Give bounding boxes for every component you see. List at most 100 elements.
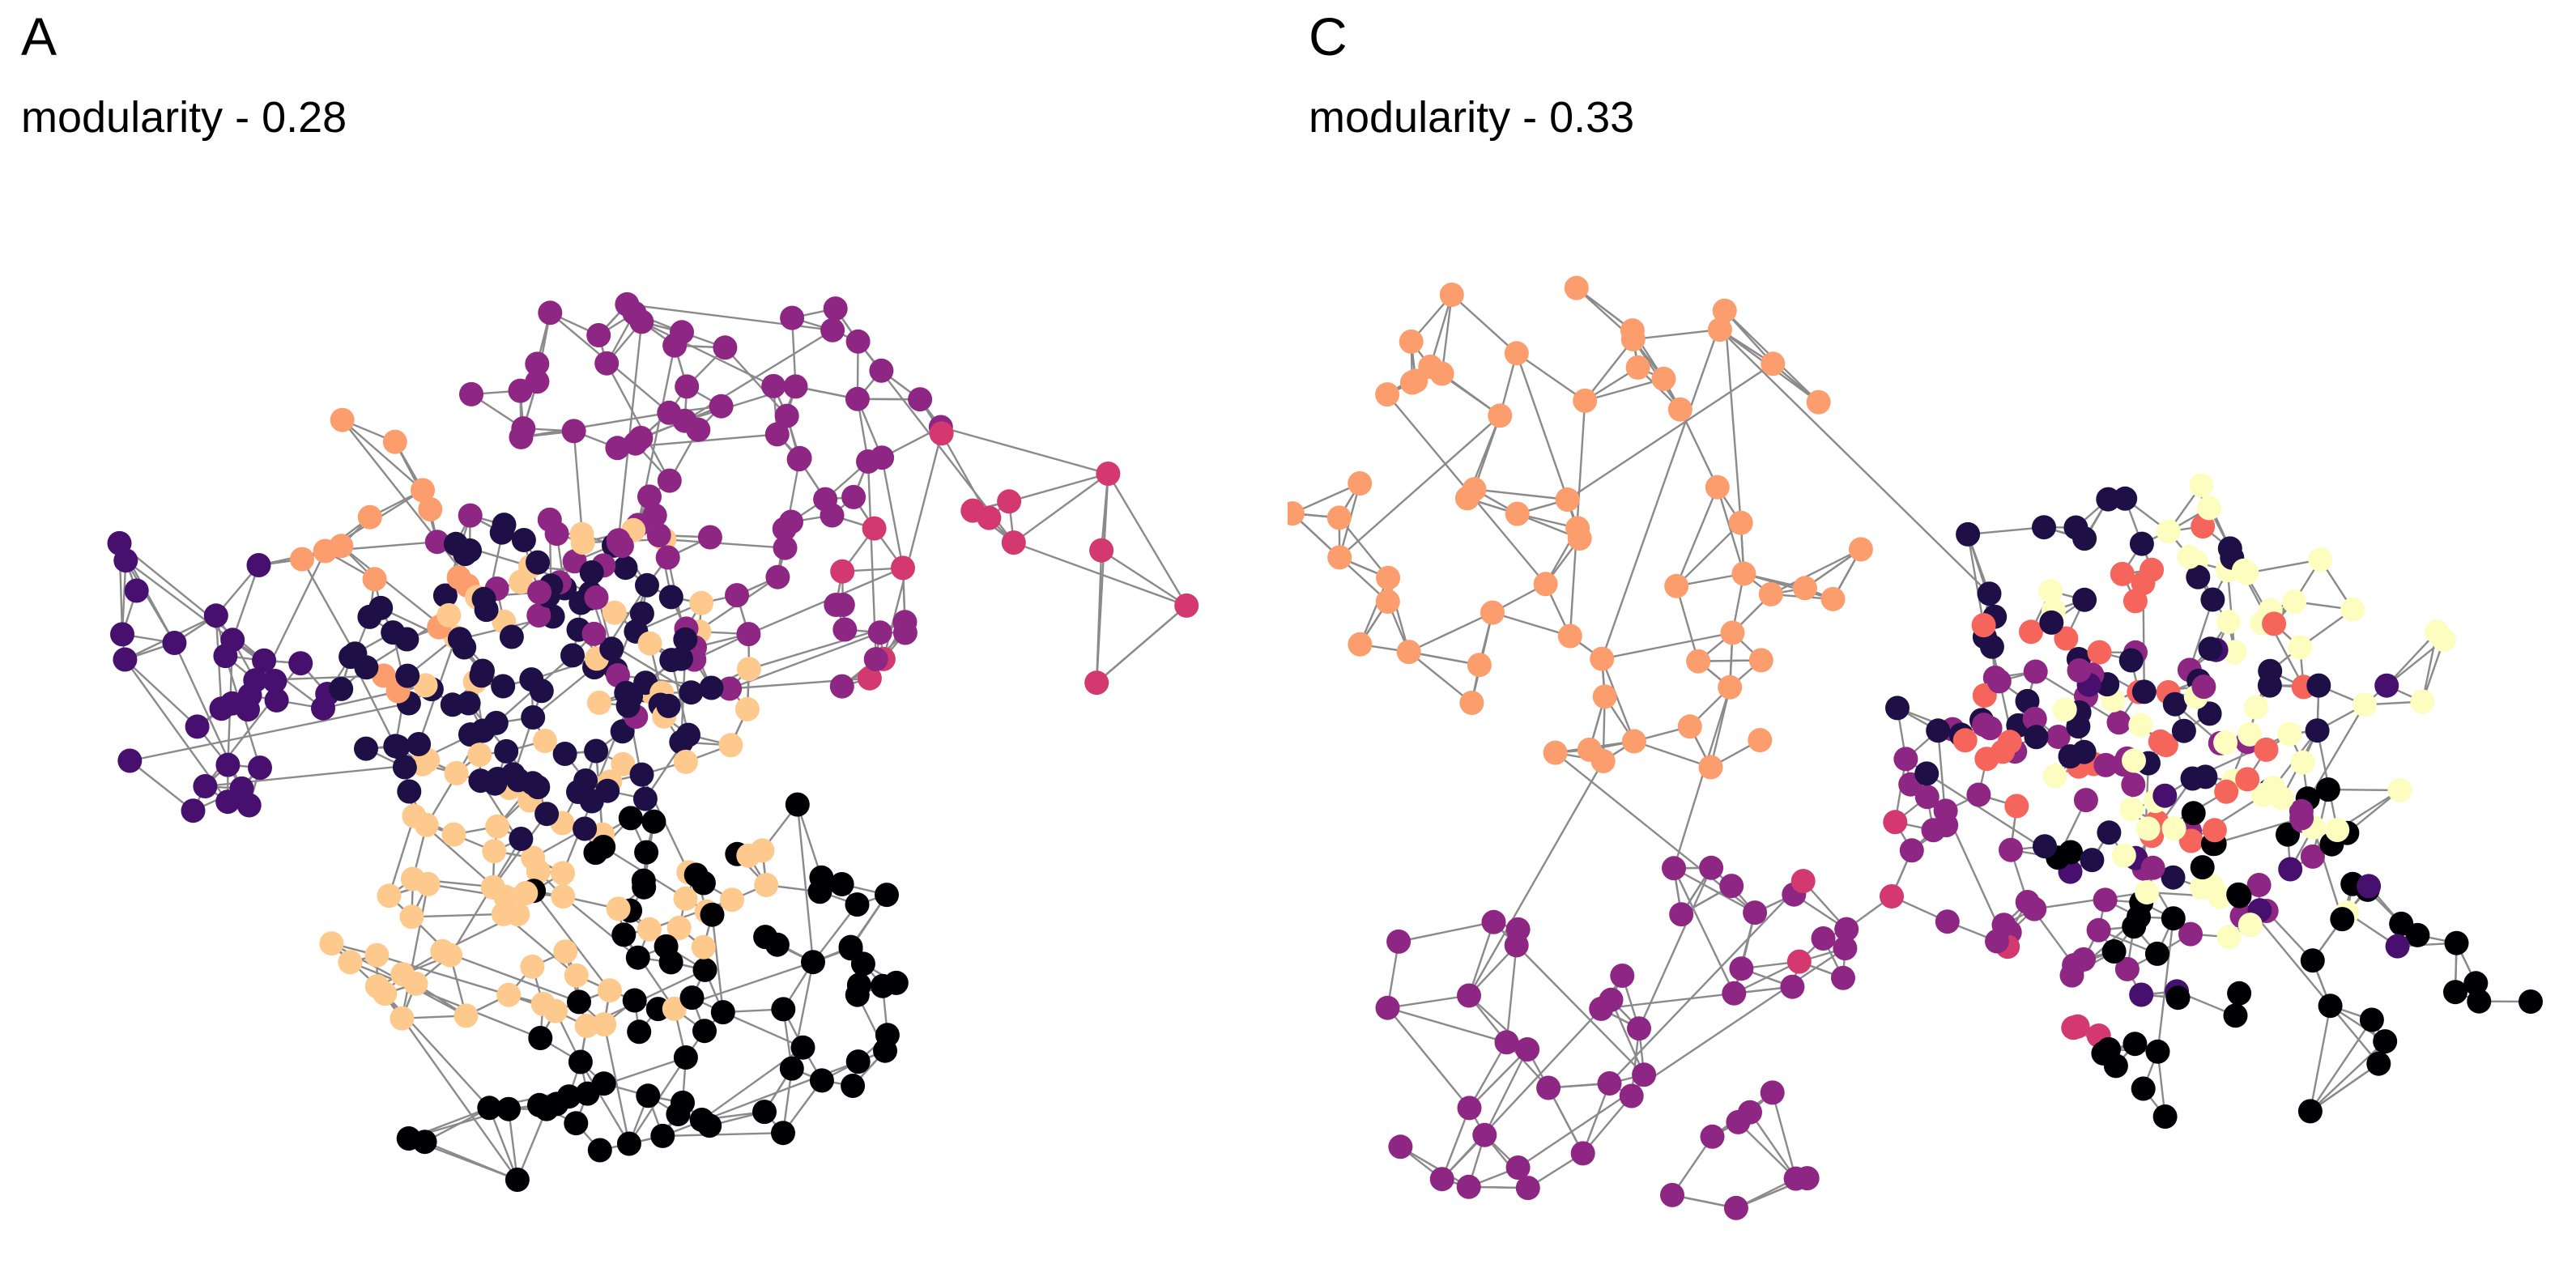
node xyxy=(1956,521,1981,547)
edge xyxy=(711,914,724,1013)
node xyxy=(458,503,483,528)
edge xyxy=(377,954,509,996)
node xyxy=(2072,587,2097,612)
node xyxy=(2359,1007,2384,1032)
node xyxy=(2065,1014,2090,1039)
node xyxy=(2318,994,2343,1019)
edge xyxy=(1601,658,1636,742)
node xyxy=(491,674,516,699)
node xyxy=(2135,816,2161,841)
node xyxy=(1573,388,1598,413)
node xyxy=(676,722,700,747)
node xyxy=(809,1068,834,1093)
node xyxy=(2352,692,2377,717)
node xyxy=(2019,619,2043,645)
node xyxy=(1660,1182,1684,1207)
node xyxy=(2033,834,2057,859)
node xyxy=(2153,733,2178,758)
node xyxy=(1096,462,1121,486)
node xyxy=(637,917,662,942)
node xyxy=(453,1003,479,1028)
node xyxy=(615,693,641,718)
node xyxy=(720,887,744,913)
edge xyxy=(388,815,415,896)
node xyxy=(1738,1100,1762,1125)
node xyxy=(1396,640,1421,665)
node xyxy=(611,751,636,777)
node xyxy=(771,1121,795,1146)
node xyxy=(1348,471,1373,496)
node xyxy=(444,760,469,785)
node xyxy=(1677,714,1702,739)
node xyxy=(891,555,915,581)
node xyxy=(1610,964,1635,988)
node xyxy=(1375,382,1400,407)
node xyxy=(1979,634,2004,659)
node xyxy=(1462,477,1487,502)
node xyxy=(642,503,667,528)
node xyxy=(713,335,738,360)
node xyxy=(845,386,870,411)
node xyxy=(616,1131,641,1156)
node xyxy=(411,478,435,503)
node xyxy=(2315,777,2340,802)
edge xyxy=(1441,294,1453,374)
edge xyxy=(488,1107,519,1181)
node xyxy=(483,771,508,796)
node xyxy=(1472,1122,1497,1147)
node xyxy=(673,1045,698,1070)
node xyxy=(483,710,509,735)
node xyxy=(2238,721,2263,747)
node xyxy=(845,982,870,1007)
node xyxy=(1795,1166,1820,1191)
node xyxy=(2022,896,2047,921)
node xyxy=(2246,873,2272,897)
node xyxy=(622,988,647,1013)
node xyxy=(403,971,428,996)
node xyxy=(248,755,272,781)
node xyxy=(599,636,624,662)
edge xyxy=(1675,487,1718,587)
node xyxy=(592,1012,617,1037)
node xyxy=(1557,623,1582,649)
node xyxy=(1831,965,1855,990)
node xyxy=(574,1014,599,1038)
edge xyxy=(300,559,356,654)
node xyxy=(243,668,268,693)
node xyxy=(764,932,790,957)
edge xyxy=(1450,294,1518,355)
node xyxy=(1880,884,1904,908)
node xyxy=(606,528,631,553)
node xyxy=(527,580,552,605)
node xyxy=(841,1074,866,1098)
edge xyxy=(1584,377,1664,402)
node xyxy=(1698,755,1723,780)
node xyxy=(570,530,595,555)
node xyxy=(2145,1039,2170,1064)
node xyxy=(1589,996,1614,1021)
node xyxy=(709,394,734,419)
node xyxy=(467,743,492,768)
modularity-label: modularity - 0.28 xyxy=(21,93,347,142)
edge xyxy=(1013,473,1109,544)
node xyxy=(288,651,313,676)
node xyxy=(656,693,681,718)
node xyxy=(1439,283,1464,307)
node xyxy=(700,902,725,927)
node xyxy=(587,690,611,715)
node xyxy=(2231,558,2256,583)
node xyxy=(605,436,630,461)
node xyxy=(629,762,654,787)
node xyxy=(551,861,575,886)
node xyxy=(1386,929,1411,954)
edge xyxy=(2157,918,2174,1052)
node xyxy=(658,950,683,975)
node xyxy=(657,468,682,493)
node xyxy=(1457,983,1481,1008)
node xyxy=(432,583,458,608)
node xyxy=(2152,1104,2178,1129)
node xyxy=(850,951,875,977)
node xyxy=(606,896,631,921)
node xyxy=(1457,1096,1482,1121)
node xyxy=(591,835,616,859)
